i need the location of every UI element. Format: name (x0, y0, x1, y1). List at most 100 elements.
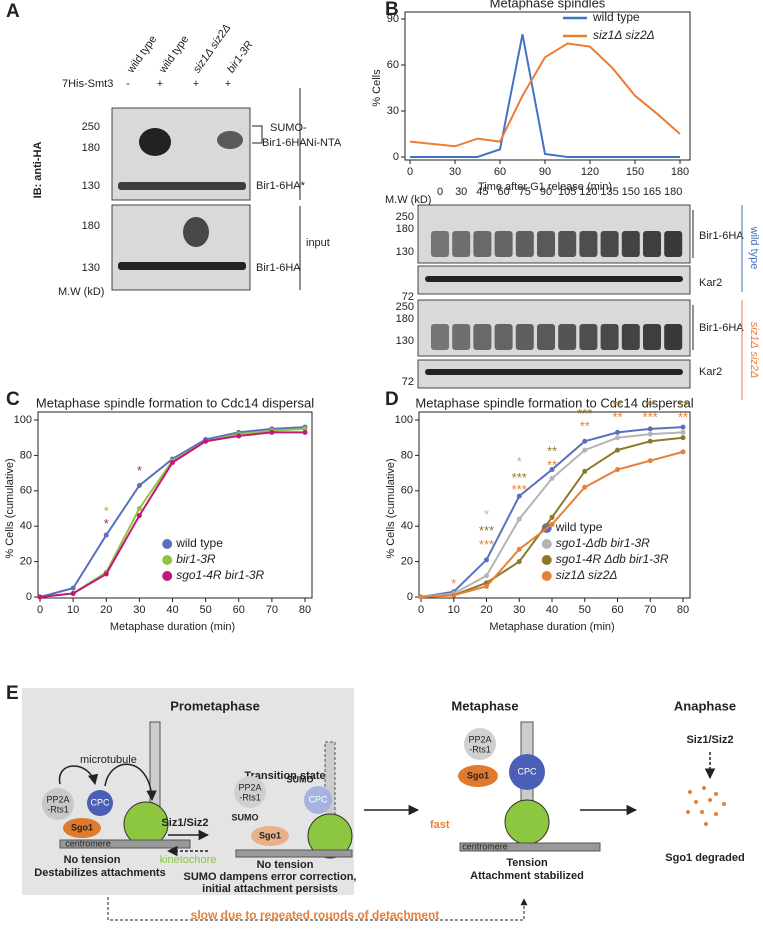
significance: ** (547, 457, 557, 472)
significance: * (484, 507, 489, 522)
fraction-label: input (306, 237, 330, 249)
point (549, 475, 555, 481)
y-tick-label: 80 (401, 449, 413, 461)
blot (111, 204, 251, 291)
band (452, 324, 471, 350)
label: Tension (506, 857, 548, 869)
sign: + (193, 78, 199, 90)
point (615, 429, 620, 435)
lane-label: 90 (540, 186, 552, 198)
strain-label: siz1Δ siz2Δ (748, 322, 760, 379)
label: Siz1/Siz2 (161, 817, 208, 829)
point (269, 429, 275, 435)
significance: ** (547, 443, 557, 458)
lane-label: wild type (156, 33, 191, 76)
y-tick-label: 0 (26, 591, 32, 603)
background (22, 688, 354, 895)
lane-label: 105 (558, 186, 576, 198)
legend-label: siz1Δ siz2Δ (556, 568, 618, 582)
x-tick-label: 0 (418, 604, 424, 616)
label: Sgo1 degraded (665, 852, 744, 864)
x-tick-label: 60 (233, 604, 245, 616)
mw: 250 (396, 211, 414, 223)
band-label: Kar2 (699, 277, 722, 289)
band (643, 324, 661, 350)
y-tick-label: 90 (387, 13, 399, 25)
bracket (252, 125, 263, 144)
sgo1 (458, 765, 498, 787)
y-tick-label: 40 (401, 520, 413, 532)
y-tick-label: 30 (387, 105, 399, 117)
band (558, 231, 577, 257)
label: CPC (517, 766, 537, 776)
sgo1 (63, 818, 101, 838)
cpc (304, 786, 332, 814)
y-tick-label: 40 (20, 520, 32, 532)
band (473, 231, 492, 257)
arrow (104, 763, 157, 802)
point (484, 573, 489, 579)
series-line (409, 42, 681, 148)
band (515, 324, 534, 350)
series-line (39, 426, 306, 598)
band (643, 231, 661, 257)
significance: * (104, 516, 109, 531)
point (302, 426, 308, 432)
lane-label: 75 (519, 186, 531, 198)
point (647, 431, 653, 437)
label: slow due to repeated rounds of detachmen… (191, 908, 440, 922)
band (473, 324, 492, 350)
x-tick-label: 20 (480, 604, 492, 616)
x-tick-label: 60 (494, 166, 506, 178)
x-axis-label: Time after G1 release (min) (478, 181, 612, 193)
stage-title: Transition state (244, 770, 325, 782)
plot-frame (418, 411, 691, 599)
point (680, 424, 686, 430)
x-tick-label: 150 (626, 166, 644, 178)
significance: * (517, 454, 522, 469)
significance: ** (645, 397, 655, 412)
label: initial attachment persists (202, 883, 338, 895)
legend-label: sgo1-Δdb bir1-3R (556, 536, 650, 550)
x-tick-label: 30 (513, 604, 525, 616)
sign: + (157, 78, 163, 90)
panel-label: C (6, 389, 20, 410)
legend-label: sgo1-4R bir1-3R (176, 568, 264, 582)
significance: ** (678, 410, 688, 425)
point (516, 493, 522, 499)
mw: 180 (396, 313, 414, 325)
stage-title: Metaphase (451, 698, 518, 713)
y-axis-label: % Cells (cumulative) (4, 458, 16, 558)
plot-frame (404, 11, 691, 161)
band-label: Bir1-6HA (699, 230, 744, 242)
x-tick-label: 50 (579, 604, 591, 616)
band (431, 231, 449, 257)
point (484, 557, 489, 563)
legend-marker (541, 539, 552, 549)
band (425, 276, 683, 282)
point (582, 438, 588, 444)
x-tick-label: 80 (299, 604, 311, 616)
label: Destabilizes attachments (34, 867, 165, 879)
significance: ** (678, 397, 688, 412)
lane-label: 180 (664, 186, 682, 198)
band (579, 324, 598, 350)
y-tick-label: 100 (395, 414, 413, 426)
legend-marker (162, 539, 173, 549)
label: PP2A (238, 782, 261, 792)
significance: *** (512, 470, 527, 485)
band (452, 231, 471, 257)
significance: ** (612, 397, 622, 412)
legend-label: wild type (175, 536, 223, 550)
lane-label: 45 (476, 186, 488, 198)
lane-label: 30 (455, 186, 467, 198)
point (647, 426, 653, 432)
point (549, 467, 555, 473)
label: -Rts1 (47, 804, 69, 814)
mw: 180 (82, 220, 100, 232)
strain-label: wild type (748, 226, 760, 270)
band (431, 324, 449, 350)
label: -Rts1 (469, 744, 491, 754)
sgo1-fragments (686, 786, 726, 826)
